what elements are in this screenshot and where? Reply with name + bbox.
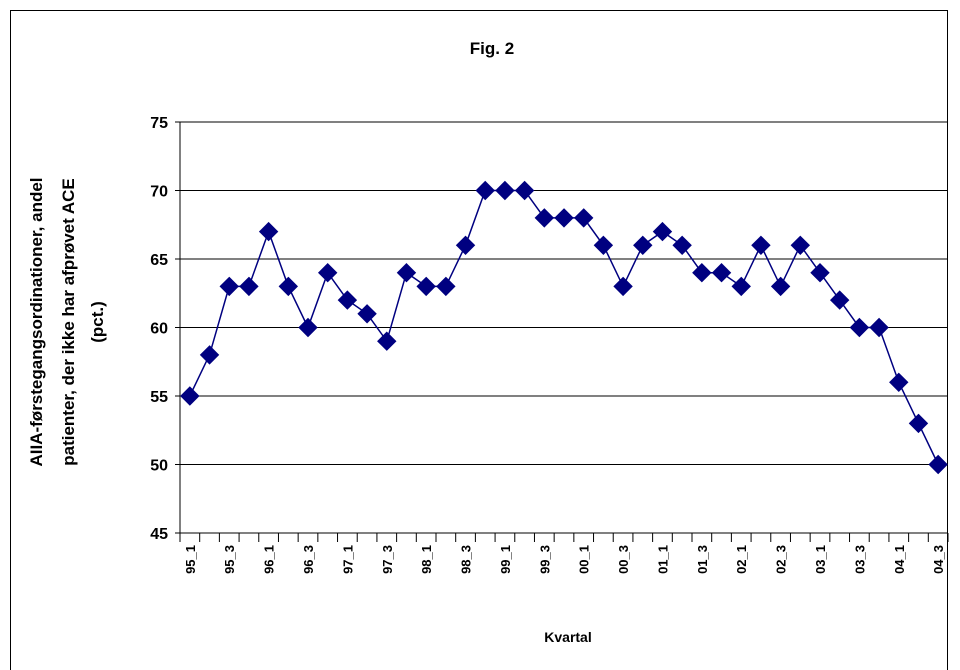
y-axis-label-line-3: (pct.) [88, 301, 107, 343]
y-tick-label-75: 75 [150, 115, 168, 132]
x-tick-label-04_3: 04_3 [931, 545, 946, 574]
data-point-04_3 [928, 454, 948, 475]
data-point-98_4 [475, 180, 495, 201]
x-tick-label-98_3: 98_3 [459, 545, 474, 574]
x-tick-label-99_3: 99_3 [537, 545, 552, 574]
data-point-01_4 [711, 262, 732, 283]
chart-frame [10, 10, 948, 670]
grid-lines [180, 121, 948, 465]
data-point-00_3 [613, 276, 633, 297]
data-point-03_4 [869, 317, 889, 338]
data-point-00_1 [573, 208, 594, 228]
y-axis-label-line-2: patienter, der ikke har afprøvet ACE [59, 178, 78, 466]
x-tick-label-02_3: 02_3 [774, 545, 789, 574]
data-point-95_1 [180, 386, 200, 406]
x-tick-label-02_1: 02_1 [734, 545, 749, 574]
data-point-98_3 [455, 235, 476, 256]
y-tick-label-50: 50 [150, 458, 168, 475]
x-tick-label-97_3: 97_3 [380, 545, 395, 574]
x-tick-label-00_1: 00_1 [577, 545, 592, 574]
data-point-02_1 [731, 276, 751, 297]
data-point-00_2 [593, 235, 614, 256]
data-point-99_1 [495, 180, 515, 201]
data-point-99_4 [554, 208, 574, 228]
x-tick-label-00_3: 00_3 [616, 545, 631, 574]
data-point-01_1 [652, 221, 673, 242]
data-point-99_3 [534, 208, 555, 228]
data-point-96_1 [258, 221, 279, 242]
x-tick-label-01_3: 01_3 [695, 545, 710, 574]
data-point-97_2 [357, 304, 377, 324]
data-point-04_2 [908, 413, 929, 434]
data-point-96_2 [278, 276, 299, 297]
data-point-95_4 [239, 276, 259, 297]
data-point-00_4 [633, 235, 653, 256]
x-tick-label-95_3: 95_3 [222, 545, 237, 574]
y-tick-label-45: 45 [150, 526, 168, 543]
x-tick-label-03_3: 03_3 [852, 545, 867, 574]
data-point-03_1 [810, 262, 830, 283]
x-tick-label-03_1: 03_1 [813, 545, 828, 574]
y-tick-label-70: 70 [150, 184, 168, 201]
y-axis-label-line-1: AIIA-førstegangsordinationer, andel [27, 177, 46, 466]
x-tick-label-01_1: 01_1 [655, 545, 670, 574]
x-tick-label-97_1: 97_1 [340, 545, 355, 574]
data-point-03_2 [829, 290, 850, 310]
data-point-03_3 [849, 317, 870, 338]
data-point-95_3 [219, 276, 239, 297]
x-tick-label-96_3: 96_3 [301, 545, 316, 574]
x-tick-label-99_1: 99_1 [498, 545, 513, 574]
x-tick-label-95_1: 95_1 [183, 545, 198, 574]
x-axis: 95_1 95_3 96_1 96_3 97_1 97_3 98_1 98_3 99_1 99_3… [179, 532, 949, 574]
data-point-02_3 [770, 276, 791, 297]
data-point-96_3 [298, 317, 318, 338]
data-point-01_3 [692, 262, 712, 283]
data-point-97_1 [337, 290, 358, 310]
y-tick-label-65: 65 [150, 252, 168, 269]
data-point-04_1 [889, 372, 909, 393]
data-point-99_2 [514, 180, 535, 201]
data-point-02_4 [790, 235, 811, 256]
data-point-96_4 [317, 262, 338, 283]
data-point-02_2 [751, 235, 771, 256]
data-point-98_1 [416, 276, 436, 297]
x-tick-label-96_1: 96_1 [262, 545, 277, 574]
y-axis-label: AIIA-førstegangsordinationer, andel patie… [27, 177, 107, 466]
chart-title: Fig. 2 [470, 39, 514, 58]
data-point-98_2 [436, 276, 456, 297]
y-tick-label-55: 55 [150, 389, 168, 406]
data-point-01_2 [672, 235, 692, 256]
data-point-97_3 [377, 331, 397, 351]
y-axis: 45 50 55 60 65 70 75 [150, 115, 181, 543]
series-markers [180, 180, 948, 475]
x-axis-label: Kvartal [544, 629, 591, 645]
data-point-97_4 [396, 262, 417, 283]
y-tick-label-60: 60 [150, 321, 168, 338]
data-point-95_2 [199, 345, 220, 365]
x-tick-label-98_1: 98_1 [419, 545, 434, 574]
x-tick-label-04_1: 04_1 [892, 545, 907, 574]
